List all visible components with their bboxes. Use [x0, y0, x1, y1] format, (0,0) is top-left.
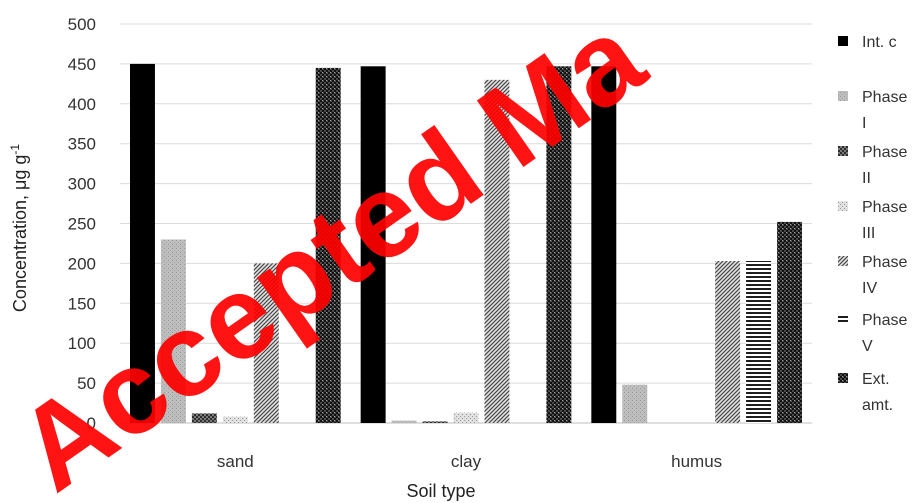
- legend-label: III: [862, 225, 875, 242]
- y-tick-label: 100: [68, 334, 96, 353]
- gridlines: [120, 23, 812, 424]
- y-tick-label: 450: [68, 55, 96, 74]
- bar: [777, 221, 802, 423]
- legend: Int. c Phase I Phase II Phase III Phase IV Phase V…: [838, 34, 907, 414]
- x-tick-label: humus: [671, 452, 722, 471]
- legend-label: Phase: [862, 199, 907, 216]
- bar: [591, 66, 617, 423]
- legend-swatch: [838, 36, 848, 46]
- y-axis-title-main: Concentration, μg g: [10, 155, 30, 312]
- y-tick-label: 0: [87, 414, 96, 433]
- legend-label: II: [862, 170, 871, 187]
- legend-swatch: [838, 146, 848, 156]
- y-tick-label: 200: [68, 254, 96, 273]
- x-tick-labels: sand clay humus: [217, 452, 722, 471]
- bar: [622, 384, 648, 423]
- y-tick-label: 400: [68, 95, 96, 114]
- y-axis-title: Concentration, μg g-1: [8, 144, 30, 312]
- legend-swatch: [838, 373, 848, 383]
- y-axis-title-superscript: -1: [8, 144, 22, 155]
- legend-label: Phase: [862, 144, 907, 161]
- bar: [546, 66, 572, 423]
- y-tick-label: 50: [77, 374, 96, 393]
- x-tick-label: clay: [451, 452, 482, 471]
- legend-label: Phase: [862, 254, 907, 271]
- legend-label: amt.: [862, 397, 893, 414]
- bar: [160, 239, 186, 423]
- legend-swatch: [838, 314, 848, 324]
- bar: [360, 66, 386, 423]
- bar: [315, 67, 341, 423]
- y-tick-label: 250: [68, 215, 96, 234]
- legend-label: Phase: [862, 312, 907, 329]
- legend-label: I: [862, 115, 866, 132]
- bar: [422, 421, 448, 423]
- legend-label: Ext.: [862, 371, 890, 388]
- bars: [130, 63, 802, 424]
- legend-swatch: [838, 201, 848, 211]
- y-tick-labels: 0 50 100 150 200 250 300 350 400 450 500: [68, 15, 96, 433]
- bar: [484, 79, 510, 424]
- y-tick-label: 350: [68, 135, 96, 154]
- bar: [715, 261, 741, 423]
- x-tick-label: sand: [217, 452, 254, 471]
- legend-swatch: [838, 256, 848, 266]
- bar: [746, 261, 772, 423]
- bar: [391, 420, 417, 423]
- legend-label: IV: [862, 280, 877, 297]
- bar: [453, 412, 479, 423]
- legend-swatch: [838, 91, 848, 101]
- bar: [253, 263, 279, 423]
- bar: [222, 416, 248, 423]
- bar: [130, 63, 155, 424]
- legend-label: Phase: [862, 89, 907, 106]
- y-tick-label: 150: [68, 294, 96, 313]
- legend-label: V: [862, 338, 873, 355]
- bar: [191, 413, 217, 423]
- y-tick-label: 500: [68, 15, 96, 34]
- x-axis-title: Soil type: [406, 481, 475, 501]
- legend-label: Int. c: [862, 34, 897, 51]
- y-tick-label: 300: [68, 175, 96, 194]
